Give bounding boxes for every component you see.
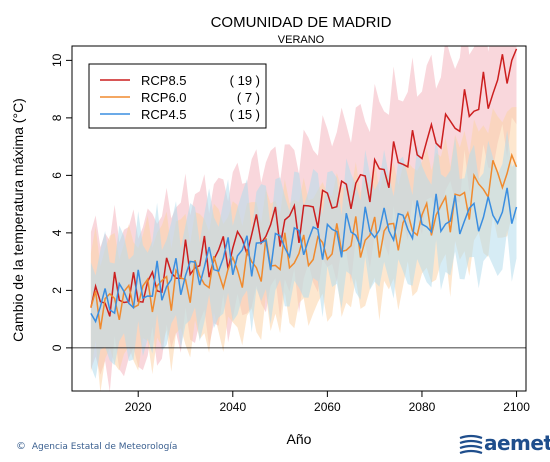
- series-lines: [90, 48, 518, 330]
- y-tick-label: 4: [50, 229, 64, 236]
- x-tick-label: 2060: [314, 400, 341, 414]
- y-tick-label: 8: [50, 114, 64, 121]
- y-tick-label: 0: [50, 344, 64, 351]
- chart-title: COMUNIDAD DE MADRID: [211, 14, 392, 31]
- uncertainty-bands: [90, 46, 517, 391]
- y-tick-label: 2: [50, 287, 64, 294]
- aemet-logo-text: aemet: [484, 431, 550, 455]
- y-axis: 0 2 4 6 8 10: [50, 53, 72, 351]
- legend: RCP8.5 ( 19 ) RCP6.0 ( 7 ) RCP4.5 ( 15 ): [88, 63, 267, 129]
- series-line-rcp85: [90, 48, 518, 317]
- legend-count-rcp45: ( 15 ): [230, 107, 260, 122]
- agency-name: Agencia Estatal de Meteorología: [31, 442, 178, 452]
- x-tick-label: 2100: [503, 400, 530, 414]
- legend-label-rcp45: RCP4.5: [141, 107, 187, 122]
- chart-subtitle: VERANO: [278, 34, 325, 46]
- x-tick-label: 2020: [125, 400, 152, 414]
- y-tick-label: 6: [50, 172, 64, 179]
- legend-count-rcp85: ( 19 ): [230, 73, 260, 88]
- plot-frame: [71, 45, 527, 392]
- legend-count-rcp60: ( 7 ): [237, 90, 260, 105]
- x-tick-label: 2040: [219, 400, 246, 414]
- legend-label-rcp85: RCP8.5: [141, 73, 187, 88]
- aemet-logo-icon: [459, 434, 483, 455]
- y-axis-label: Cambio de la temperatura máxima (°C): [10, 98, 26, 342]
- x-axis-label: Año: [287, 431, 312, 447]
- x-axis: 2020 2040 2060 2080 2100: [125, 391, 530, 414]
- legend-label-rcp60: RCP6.0: [141, 90, 187, 105]
- legend-box: [88, 63, 267, 129]
- y-tick-label: 10: [50, 53, 64, 67]
- x-tick-label: 2080: [409, 400, 436, 414]
- copyright-icon: ©: [16, 441, 26, 452]
- series-line-rcp45: [90, 187, 518, 324]
- agency-credit: © Agencia Estatal de Meteorología: [16, 441, 177, 452]
- series-line-rcp60: [90, 152, 518, 330]
